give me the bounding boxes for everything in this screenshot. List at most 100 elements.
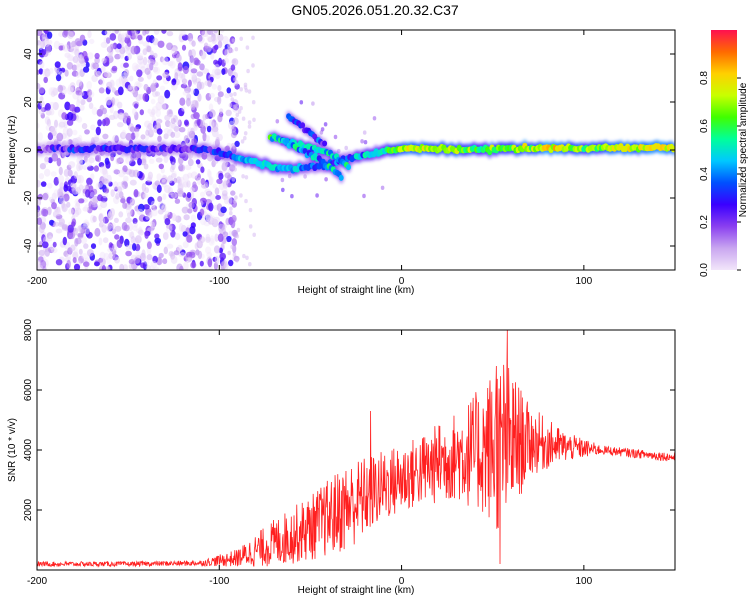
noise-blob: [74, 48, 80, 57]
noise-blob: [226, 87, 232, 94]
noise-blob: [82, 219, 90, 229]
noise-blob: [81, 253, 89, 260]
noise-blob: [170, 255, 178, 264]
noise-blob: [168, 113, 175, 119]
noise-blob: [58, 122, 65, 129]
noise-blob: [85, 189, 91, 198]
noise-blob: [157, 196, 163, 202]
noise-blob: [113, 110, 119, 120]
noise-blob: [125, 157, 132, 165]
noise-blob: [323, 122, 328, 127]
noise-blob: [244, 175, 249, 180]
noise-blob: [85, 61, 90, 68]
noise-blob: [74, 202, 81, 211]
noise-blob: [125, 244, 130, 252]
noise-blob: [183, 261, 189, 270]
noise-blob: [38, 173, 45, 180]
noise-blob: [133, 257, 141, 264]
noise-blob: [67, 45, 75, 53]
noise-blob: [126, 212, 132, 218]
noise-blob: [239, 36, 243, 41]
noise-blob: [202, 132, 207, 142]
noise-blob: [45, 70, 51, 77]
noise-blob: [117, 101, 123, 109]
noise-blob: [51, 130, 57, 137]
noise-blob: [219, 30, 225, 33]
colorbar-tick-label: 0.4: [699, 167, 710, 181]
noise-blob: [206, 125, 212, 133]
noise-blob: [162, 71, 170, 79]
noise-blob: [51, 202, 57, 210]
noise-blob: [122, 165, 128, 173]
noise-blob: [155, 101, 163, 111]
noise-blob: [39, 96, 44, 102]
noise-blob: [71, 221, 76, 228]
noise-blob: [217, 114, 223, 123]
noise-blob: [140, 134, 146, 140]
noise-blob: [140, 262, 146, 269]
snr-plot-area: [37, 330, 675, 570]
noise-blob: [228, 120, 235, 130]
noise-blob: [167, 186, 173, 196]
noise-blob: [77, 174, 84, 184]
noise-blob: [217, 33, 224, 42]
noise-blob: [196, 177, 202, 186]
noise-blob: [182, 90, 190, 96]
noise-blob: [179, 30, 187, 37]
noise-blob: [243, 131, 248, 136]
noise-blob: [121, 72, 128, 80]
noise-blob: [96, 154, 101, 163]
noise-blob: [62, 236, 67, 246]
noise-blob: [105, 96, 112, 106]
noise-blob: [83, 261, 90, 268]
noise-blob: [63, 168, 70, 177]
noise-blob: [143, 163, 149, 170]
noise-blob: [142, 48, 148, 56]
noise-blob: [98, 212, 104, 221]
noise-blob: [110, 189, 115, 198]
noise-blob: [218, 223, 225, 233]
noise-blob: [222, 48, 228, 56]
noise-blob: [127, 53, 132, 60]
noise-blob: [60, 67, 66, 73]
noise-blob: [135, 235, 142, 244]
noise-blob: [88, 90, 95, 98]
noise-blob: [152, 219, 157, 228]
noise-blob: [148, 129, 154, 138]
noise-blob: [182, 241, 189, 249]
noise-blob: [179, 176, 185, 184]
noise-blob: [287, 173, 292, 179]
noise-blob: [176, 244, 183, 252]
noise-blob: [230, 190, 236, 196]
noise-blob: [115, 78, 122, 88]
noise-blob: [115, 192, 120, 200]
noise-blob: [43, 76, 48, 84]
noise-blob: [236, 227, 241, 233]
noise-blob: [172, 214, 179, 222]
snr-x-ticks: -200 -100 0 100: [27, 330, 593, 587]
noise-blob: [157, 95, 165, 105]
noise-blob: [105, 180, 110, 187]
noise-blob: [79, 91, 85, 97]
noise-blob: [146, 45, 152, 53]
noise-blob: [104, 30, 111, 36]
noise-blob: [162, 193, 167, 201]
noise-blob: [37, 199, 42, 206]
noise-blob: [229, 206, 233, 211]
noise-blob: [40, 112, 45, 119]
noise-blob: [148, 158, 155, 164]
noise-blob: [75, 186, 81, 195]
noise-blob: [205, 46, 212, 53]
noise-blob: [70, 47, 76, 54]
noise-blob: [200, 51, 207, 60]
noise-blob: [222, 231, 229, 237]
noise-blob: [157, 209, 164, 215]
noise-blob: [197, 200, 204, 207]
noise-blob: [106, 212, 114, 221]
noise-blob: [239, 106, 243, 111]
noise-blob: [44, 248, 50, 257]
noise-blob: [77, 232, 84, 238]
noise-blob: [124, 76, 130, 82]
noise-blob: [76, 79, 83, 87]
